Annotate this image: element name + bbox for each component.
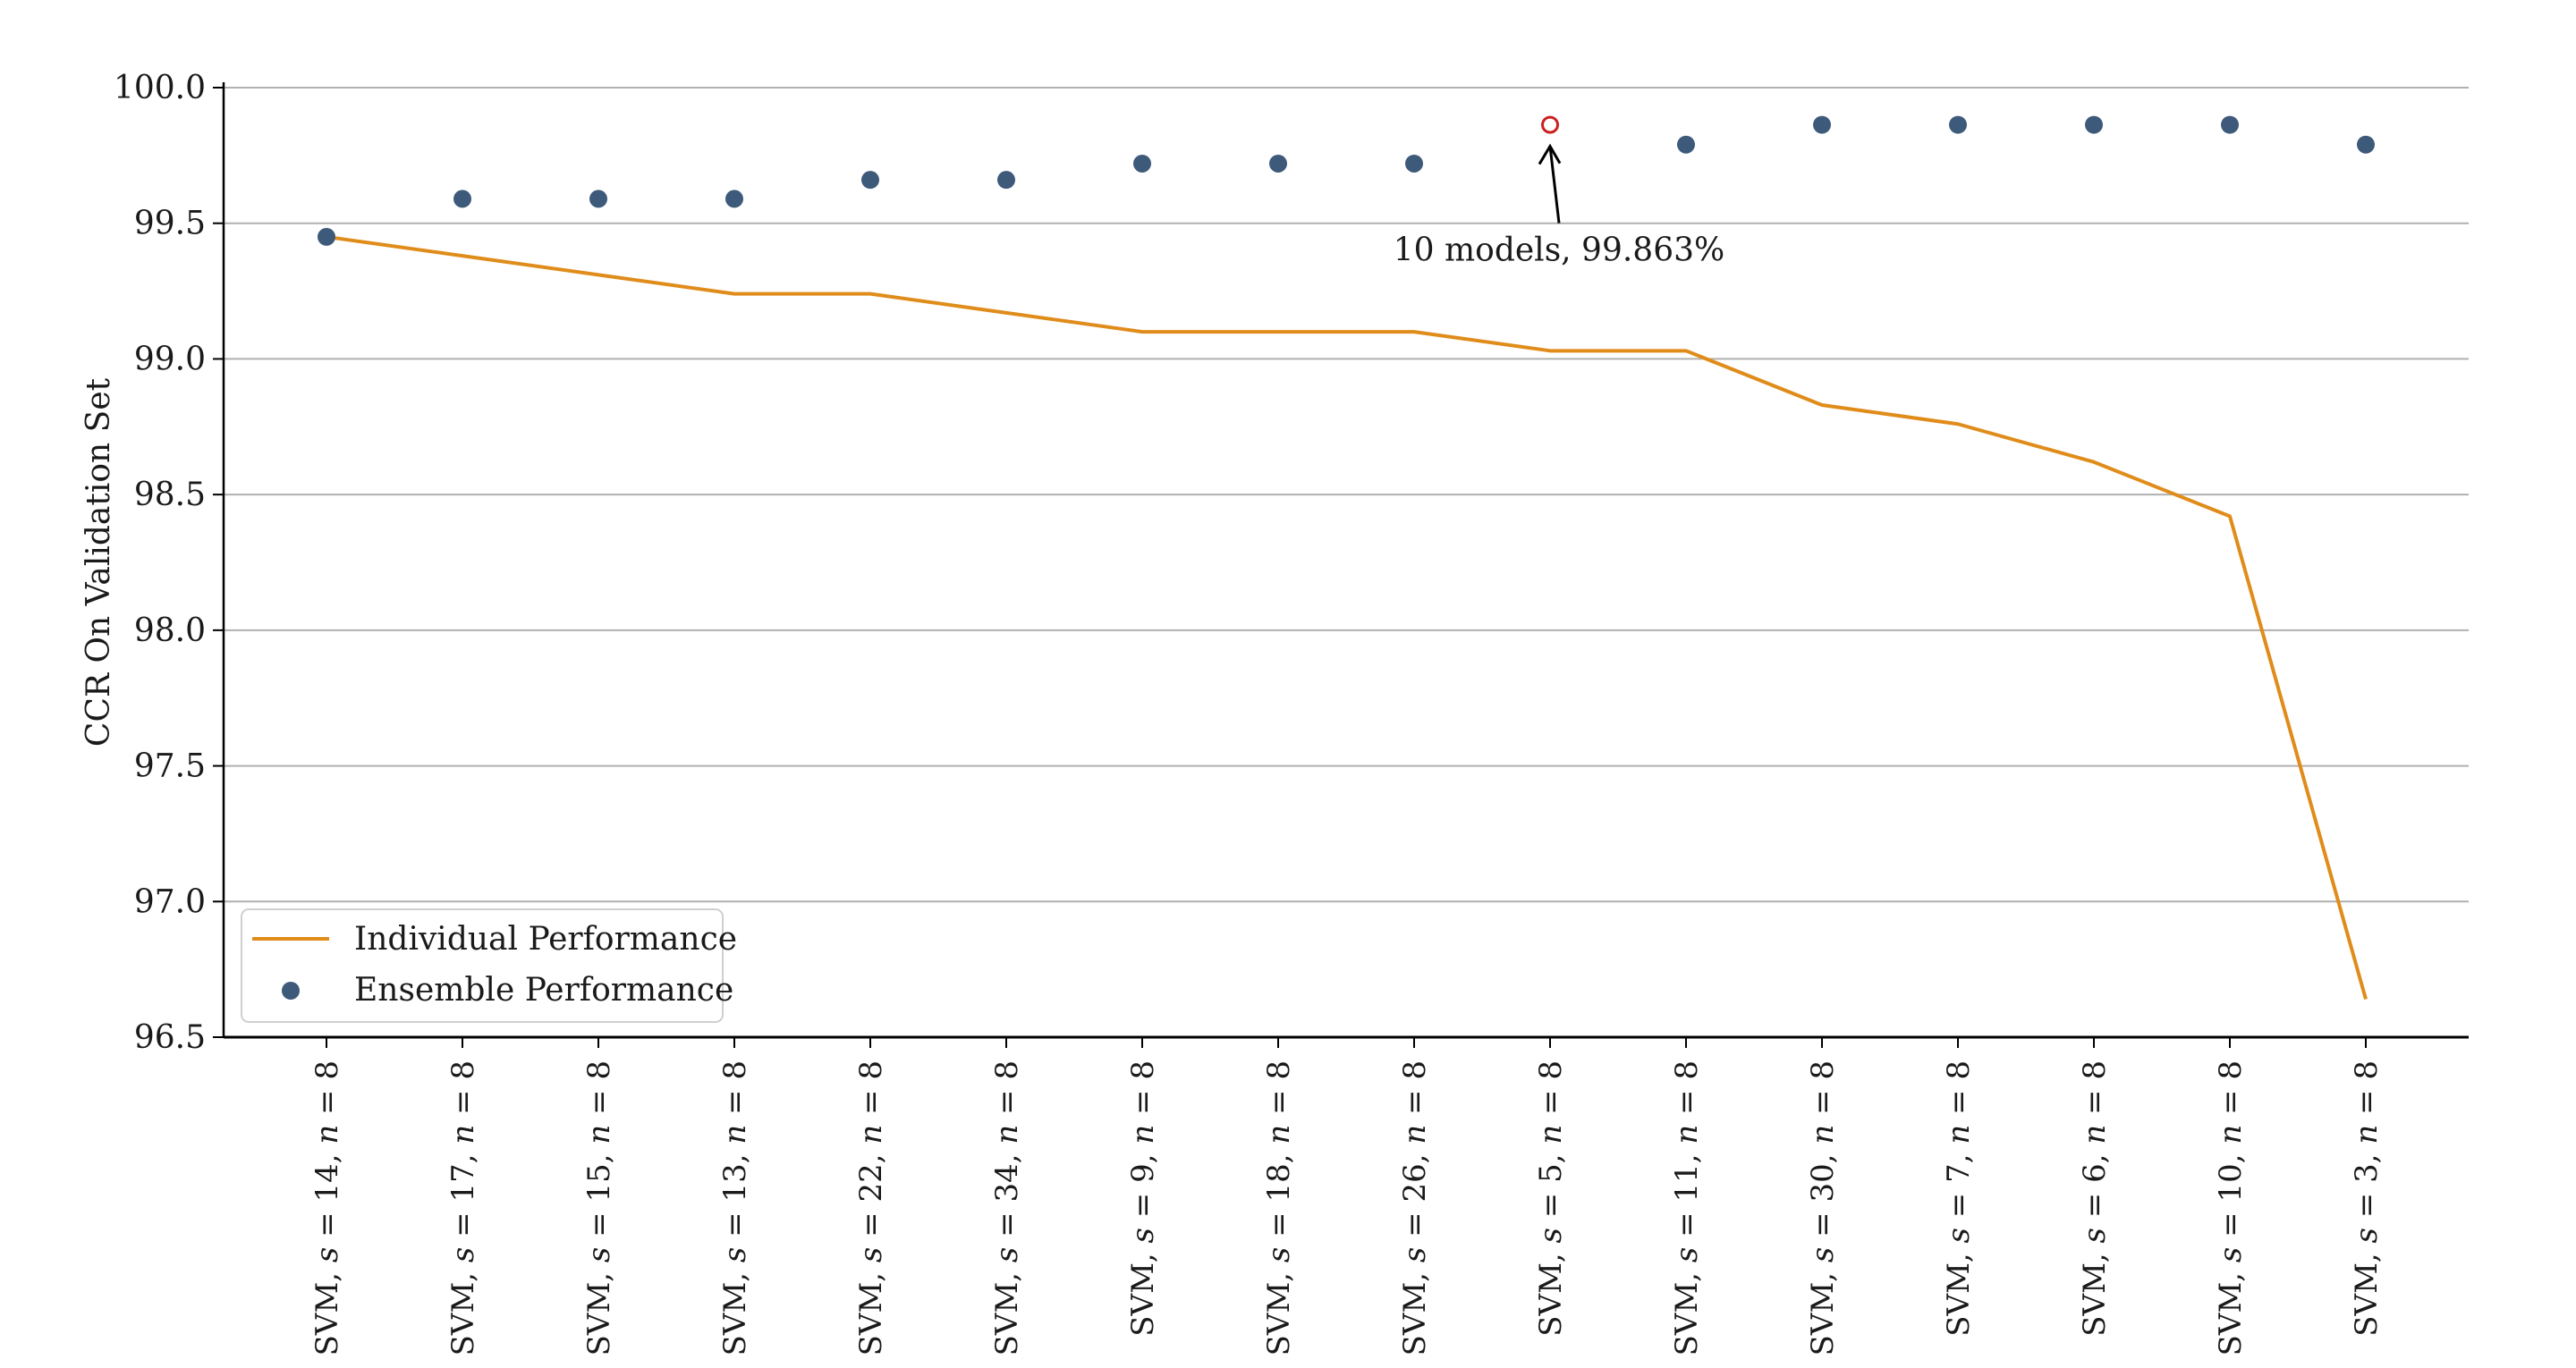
x-ticks: SVM, s = 14, n = 8 SVM, s = 17, n = 8 SVM,… xyxy=(309,1037,2385,1355)
legend: Individual Performance Ensemble Performan… xyxy=(241,908,737,1023)
ensemble-point xyxy=(1677,135,1695,154)
annotation: 10 models, 99.863% xyxy=(1394,143,1724,269)
y-axis-label: CCR On Validation Set xyxy=(80,377,117,747)
ensemble-point xyxy=(2221,115,2239,134)
y-ticks: 96.5 97.0 97.5 98.0 98.5 99.0 99.5 100.0 xyxy=(114,70,224,1056)
x-tick-label: SVM, s = 6, n = 8 xyxy=(2077,1060,2113,1337)
x-tick-label: SVM, s = 11, n = 8 xyxy=(1669,1060,1705,1355)
annotation-arrow xyxy=(1548,146,1561,224)
x-tick-label: SVM, s = 17, n = 8 xyxy=(445,1060,481,1355)
x-tick-label: SVM, s = 10, n = 8 xyxy=(2213,1060,2249,1355)
ensemble-point xyxy=(1133,154,1151,173)
plot-area xyxy=(318,115,2375,1001)
ensemble-point xyxy=(318,227,335,246)
ensemble-point xyxy=(1269,154,1287,173)
ensemble-point xyxy=(1949,115,1967,134)
annotation-arrowhead xyxy=(1538,143,1562,165)
individual-performance-line xyxy=(326,234,2368,1001)
grid-lines xyxy=(224,87,2469,903)
ensemble-point xyxy=(2085,115,2103,134)
x-tick-label: SVM, s = 22, n = 8 xyxy=(853,1060,889,1355)
legend-dot-swatch xyxy=(282,982,300,1000)
legend-label-ensemble: Ensemble Performance xyxy=(354,972,733,1009)
x-tick-label: SVM, s = 30, n = 8 xyxy=(1805,1060,1841,1355)
y-tick-label: 98.0 xyxy=(134,612,206,649)
x-tick-label: SVM, s = 13, n = 8 xyxy=(717,1060,753,1355)
legend-box xyxy=(241,908,724,1023)
ensemble-point xyxy=(1813,115,1831,134)
x-tick-label: SVM, s = 34, n = 8 xyxy=(989,1060,1025,1355)
ensemble-point xyxy=(725,190,743,208)
x-tick-label: SVM, s = 3, n = 8 xyxy=(2349,1060,2385,1337)
y-tick-label: 100.0 xyxy=(114,70,206,106)
x-tick-label: SVM, s = 15, n = 8 xyxy=(581,1060,617,1355)
ensemble-point-highlight xyxy=(1541,115,1559,134)
x-tick-label: SVM, s = 9, n = 8 xyxy=(1125,1060,1161,1337)
annotation-label: 10 models, 99.863% xyxy=(1394,232,1724,269)
ensemble-point xyxy=(453,190,471,208)
x-tick-label: SVM, s = 18, n = 8 xyxy=(1261,1060,1297,1355)
legend-label-individual: Individual Performance xyxy=(354,921,737,958)
ensemble-point xyxy=(997,171,1015,190)
y-tick-label: 98.5 xyxy=(134,477,206,513)
ensemble-point xyxy=(2357,135,2375,154)
x-tick-label: SVM, s = 7, n = 8 xyxy=(1941,1060,1977,1337)
axes xyxy=(222,82,2469,1039)
y-tick-label: 97.0 xyxy=(134,883,206,920)
ensemble-point xyxy=(589,190,607,208)
ensemble-point xyxy=(1405,154,1423,173)
x-tick-label: SVM, s = 14, n = 8 xyxy=(309,1060,345,1355)
y-tick-label: 99.0 xyxy=(134,341,206,377)
x-tick-label: SVM, s = 26, n = 8 xyxy=(1397,1060,1433,1355)
y-tick-label: 99.5 xyxy=(134,206,206,242)
y-tick-label: 97.5 xyxy=(134,748,206,785)
y-tick-label: 96.5 xyxy=(134,1019,206,1056)
ensemble-point xyxy=(861,171,879,190)
x-tick-label: SVM, s = 5, n = 8 xyxy=(1533,1060,1569,1337)
